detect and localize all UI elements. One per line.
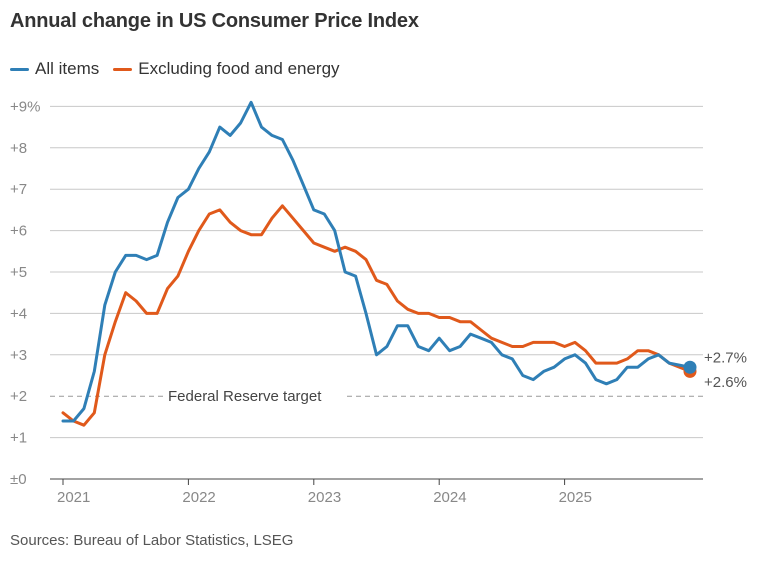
legend-item-core: Excluding food and energy bbox=[113, 59, 340, 79]
target-label-background bbox=[163, 386, 345, 407]
source-note: Sources: Bureau of Labor Statistics, LSE… bbox=[10, 532, 294, 549]
end-label-core: +2.6% bbox=[704, 374, 747, 391]
x-tick-label: 2022 bbox=[182, 489, 215, 506]
y-tick-label: +9% bbox=[10, 98, 40, 115]
y-tick-label: +5 bbox=[10, 264, 27, 281]
y-tick-label: +6 bbox=[10, 223, 27, 240]
series-line-all-items bbox=[61, 100, 692, 423]
legend-label-all-items: All items bbox=[35, 59, 100, 78]
y-tick-label: +8 bbox=[10, 140, 27, 157]
x-tick-label: 2025 bbox=[559, 489, 592, 506]
legend-swatch-core bbox=[113, 67, 133, 71]
chart-title: Annual change in US Consumer Price Index bbox=[10, 10, 419, 32]
y-tick-label: +2 bbox=[10, 388, 27, 405]
x-tick-label: 2023 bbox=[308, 489, 341, 506]
legend-label-core: Excluding food and energy bbox=[138, 59, 340, 78]
y-tick-label: +4 bbox=[10, 305, 27, 322]
legend-item-all-items: All items bbox=[10, 59, 99, 79]
y-tick-label: +3 bbox=[10, 347, 27, 364]
x-tick-label: 2021 bbox=[57, 489, 90, 506]
end-label-all-items: +2.7% bbox=[704, 349, 747, 366]
y-tick-label: ±0 bbox=[10, 471, 27, 488]
y-tick-label: +7 bbox=[10, 181, 27, 198]
series-line-core bbox=[61, 204, 692, 427]
legend-swatch-all-items bbox=[10, 67, 29, 71]
end-marker-all-items bbox=[683, 360, 697, 374]
federal-reserve-target-label: Federal Reserve target bbox=[168, 388, 322, 405]
legend: All items Excluding food and energy bbox=[10, 59, 354, 79]
x-tick-label: 2024 bbox=[433, 489, 466, 506]
y-tick-label: +1 bbox=[10, 430, 27, 447]
